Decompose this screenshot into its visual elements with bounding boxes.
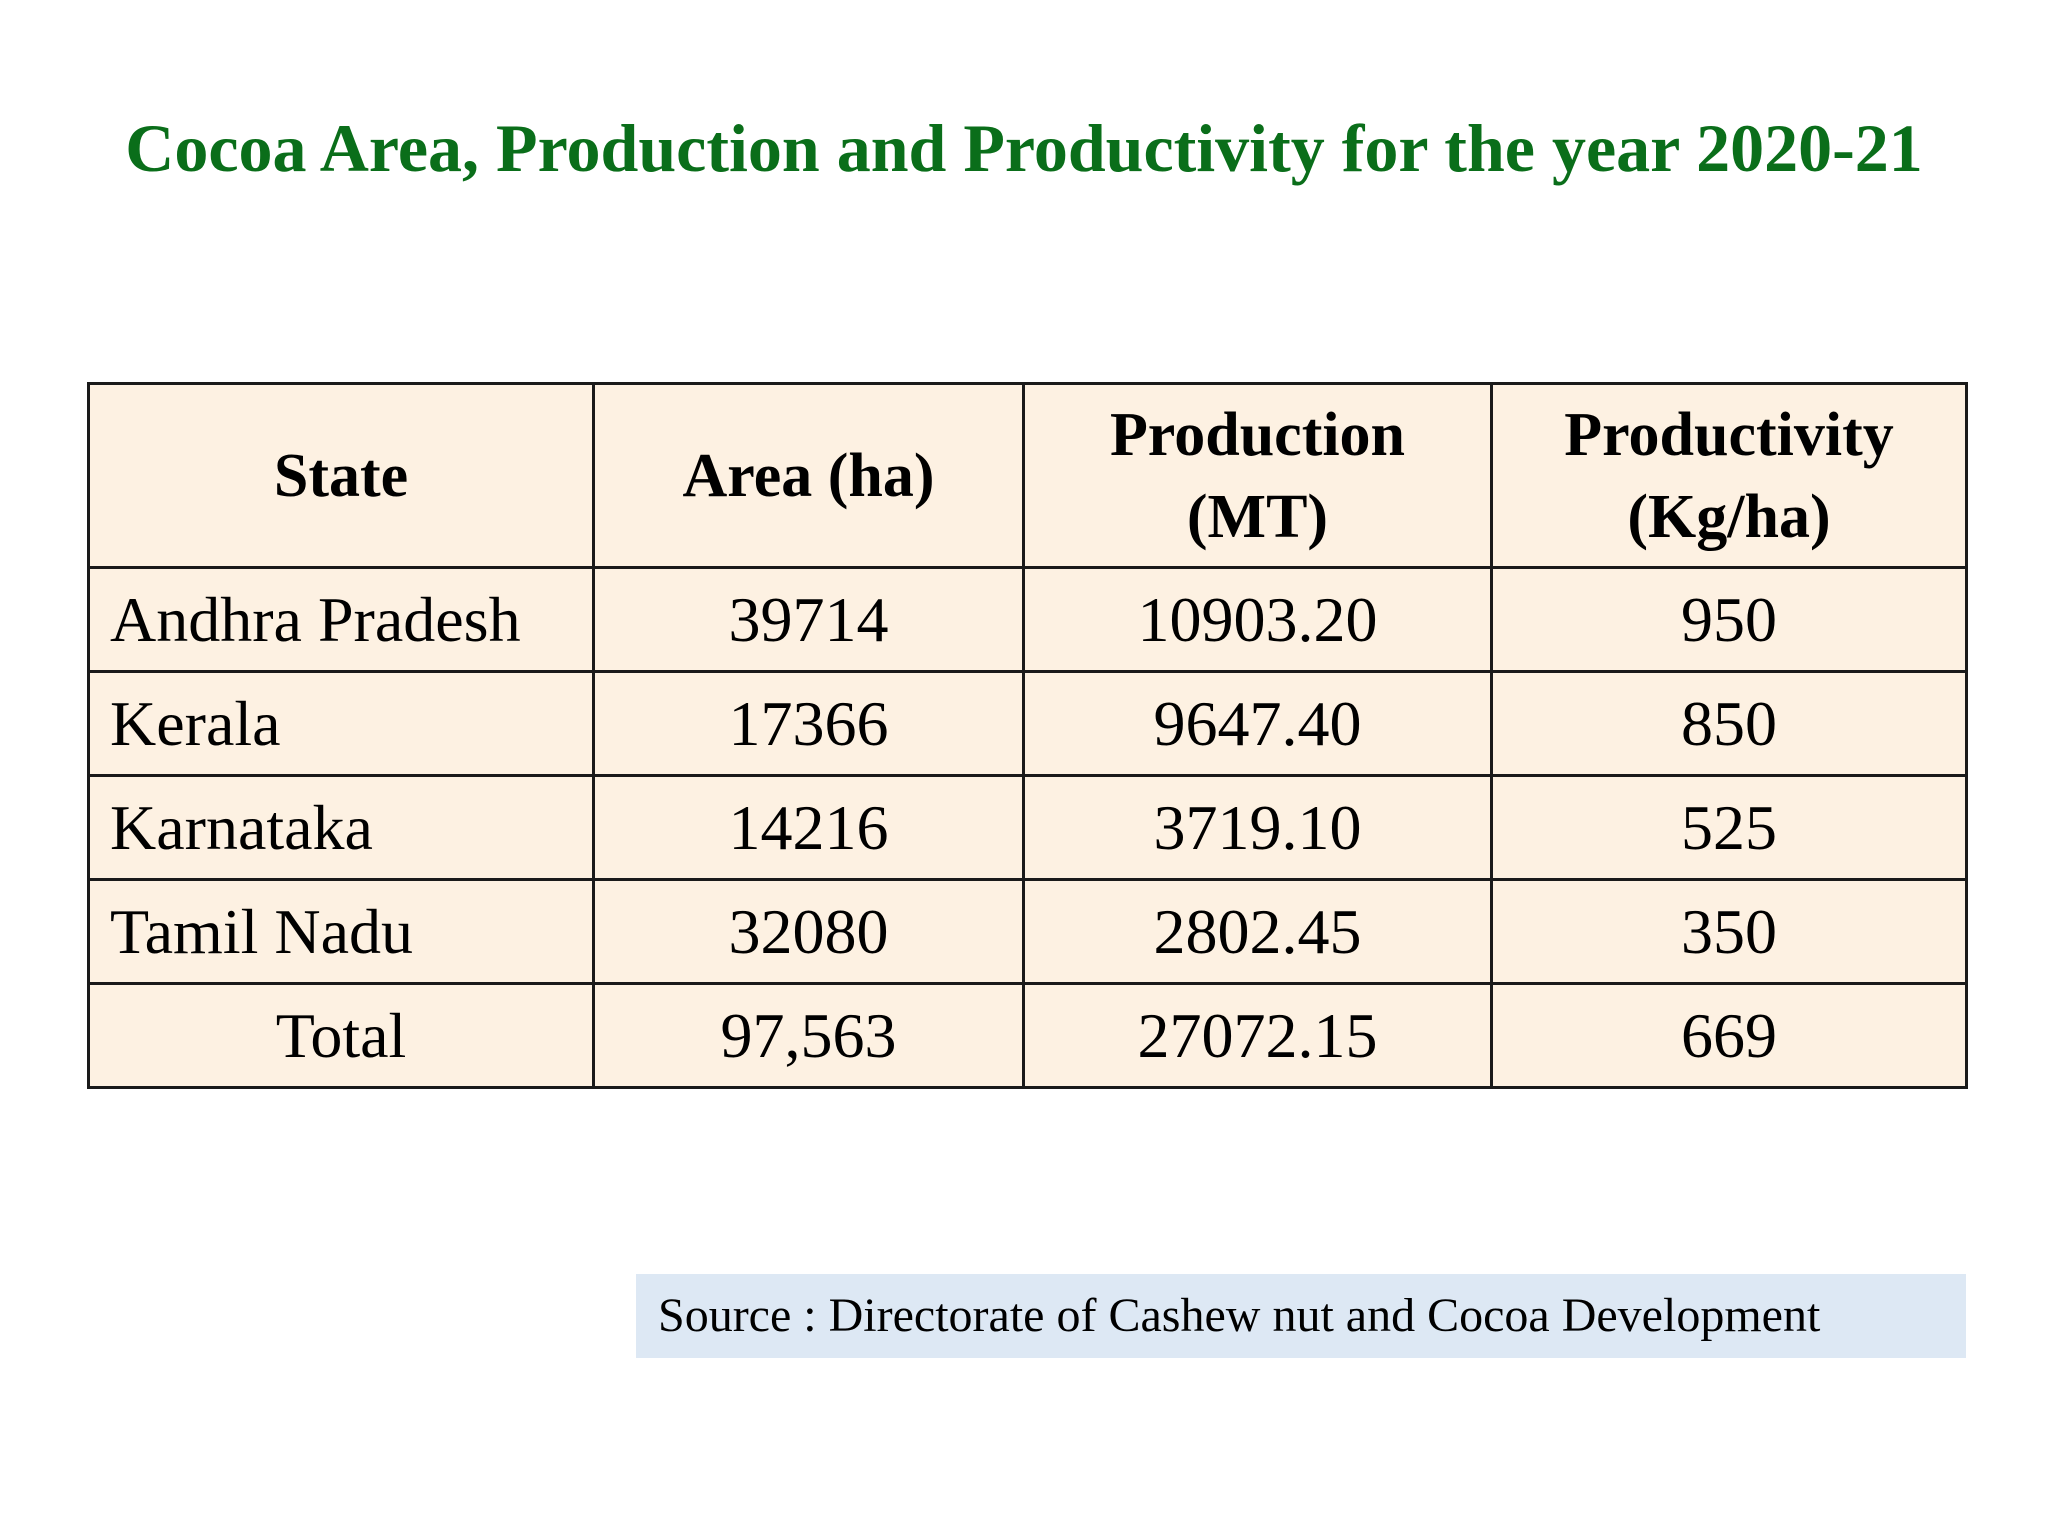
production-cell: 2802.45 (1022, 878, 1493, 985)
productivity-cell: 850 (1490, 670, 1968, 777)
header-production-unit: (MT) (1186, 482, 1329, 551)
header-state-label: State (273, 441, 409, 510)
header-row: State Area (ha) Production (MT) Producti… (87, 382, 1968, 569)
total-row: Total 97,563 27072.15 669 (87, 982, 1968, 1089)
table-row: Tamil Nadu 32080 2802.45 350 (87, 878, 1968, 985)
state-cell: Tamil Nadu (87, 878, 595, 985)
area-cell: 17366 (592, 670, 1025, 777)
state-cell: Karnataka (87, 774, 595, 881)
cocoa-data-table: State Area (ha) Production (MT) Producti… (87, 382, 1968, 1089)
area-cell: 39714 (592, 566, 1025, 673)
header-productivity: Productivity (Kg/ha) (1490, 382, 1968, 569)
state-cell: Kerala (87, 670, 595, 777)
header-productivity-label: Productivity (1564, 400, 1894, 469)
header-area-label: Area (ha) (682, 441, 935, 510)
header-area: Area (ha) (592, 382, 1025, 569)
header-state: State (87, 382, 595, 569)
slide-title: Cocoa Area, Production and Productivity … (125, 110, 1923, 186)
area-cell: 32080 (592, 878, 1025, 985)
source-note: Source : Directorate of Cashew nut and C… (636, 1274, 1966, 1358)
production-cell: 3719.10 (1022, 774, 1493, 881)
table-row: Karnataka 14216 3719.10 525 (87, 774, 1968, 881)
productivity-cell: 950 (1490, 566, 1968, 673)
table-row: Andhra Pradesh 39714 10903.20 950 (87, 566, 1968, 673)
total-production-cell: 27072.15 (1022, 982, 1493, 1089)
productivity-cell: 525 (1490, 774, 1968, 881)
production-cell: 10903.20 (1022, 566, 1493, 673)
production-cell: 9647.40 (1022, 670, 1493, 777)
area-cell: 14216 (592, 774, 1025, 881)
header-productivity-unit: (Kg/ha) (1627, 482, 1831, 551)
table-row: Kerala 17366 9647.40 850 (87, 670, 1968, 777)
productivity-cell: 350 (1490, 878, 1968, 985)
header-production-label: Production (1109, 400, 1406, 469)
total-area-cell: 97,563 (592, 982, 1025, 1089)
total-label-cell: Total (87, 982, 595, 1089)
total-productivity-cell: 669 (1490, 982, 1968, 1089)
state-cell: Andhra Pradesh (87, 566, 595, 673)
header-production: Production (MT) (1022, 382, 1493, 569)
